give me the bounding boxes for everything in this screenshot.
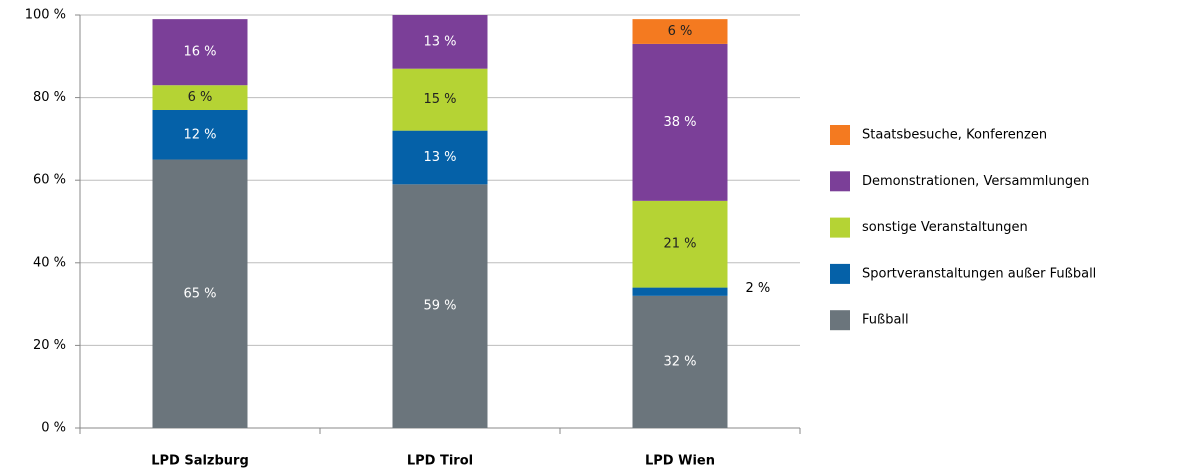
y-tick-label: 60 % [33, 173, 66, 188]
data-label: 6 % [188, 90, 213, 105]
legend-label: Staatsbesuche, Konferenzen [862, 128, 1047, 143]
x-tick-label: LPD Salzburg [151, 454, 249, 469]
y-tick-label: 0 % [41, 421, 66, 436]
legend-label: Fußball [862, 313, 909, 328]
legend-swatch [830, 171, 850, 192]
data-label: 32 % [663, 354, 696, 369]
x-tick-label: LPD Tirol [407, 454, 473, 469]
data-label: 16 % [183, 45, 216, 60]
bar-segment [152, 19, 248, 86]
bar-segment [392, 68, 488, 131]
bar-segment [632, 43, 728, 201]
data-label: 15 % [423, 92, 456, 107]
legend-swatch [830, 125, 850, 145]
bar-segment [632, 295, 728, 428]
data-label: 65 % [183, 286, 216, 301]
legend-swatch [830, 217, 850, 238]
bar-segment [632, 200, 728, 288]
bar-segment [632, 19, 728, 44]
y-tick-label: 100 % [25, 8, 66, 23]
bar-segment [632, 287, 728, 296]
bar-segment [152, 85, 248, 110]
data-label: 6 % [668, 24, 693, 39]
data-label: 38 % [663, 115, 696, 130]
data-label: 13 % [423, 34, 456, 49]
legend-swatch [830, 263, 850, 284]
data-label: 13 % [423, 150, 456, 165]
data-label: 12 % [183, 127, 216, 142]
y-tick-label: 40 % [33, 255, 66, 270]
legend-label: Sportveranstaltungen außer Fußball [862, 266, 1096, 281]
y-tick-label: 20 % [33, 338, 66, 353]
legend-label: sonstige Veranstaltungen [862, 220, 1028, 235]
bar-segment [392, 130, 488, 185]
data-label: 59 % [423, 299, 456, 314]
bar-segment [392, 15, 488, 69]
y-tick-label: 80 % [33, 90, 66, 105]
data-label: 2 % [746, 281, 771, 296]
bar-segment [392, 184, 488, 428]
legend-swatch [830, 310, 850, 331]
data-label: 21 % [663, 237, 696, 252]
x-tick-label: LPD Wien [645, 454, 715, 469]
bar-segment [152, 109, 248, 160]
bar-segment [152, 159, 248, 429]
legend-label: Demonstrationen, Versammlungen [862, 174, 1089, 189]
